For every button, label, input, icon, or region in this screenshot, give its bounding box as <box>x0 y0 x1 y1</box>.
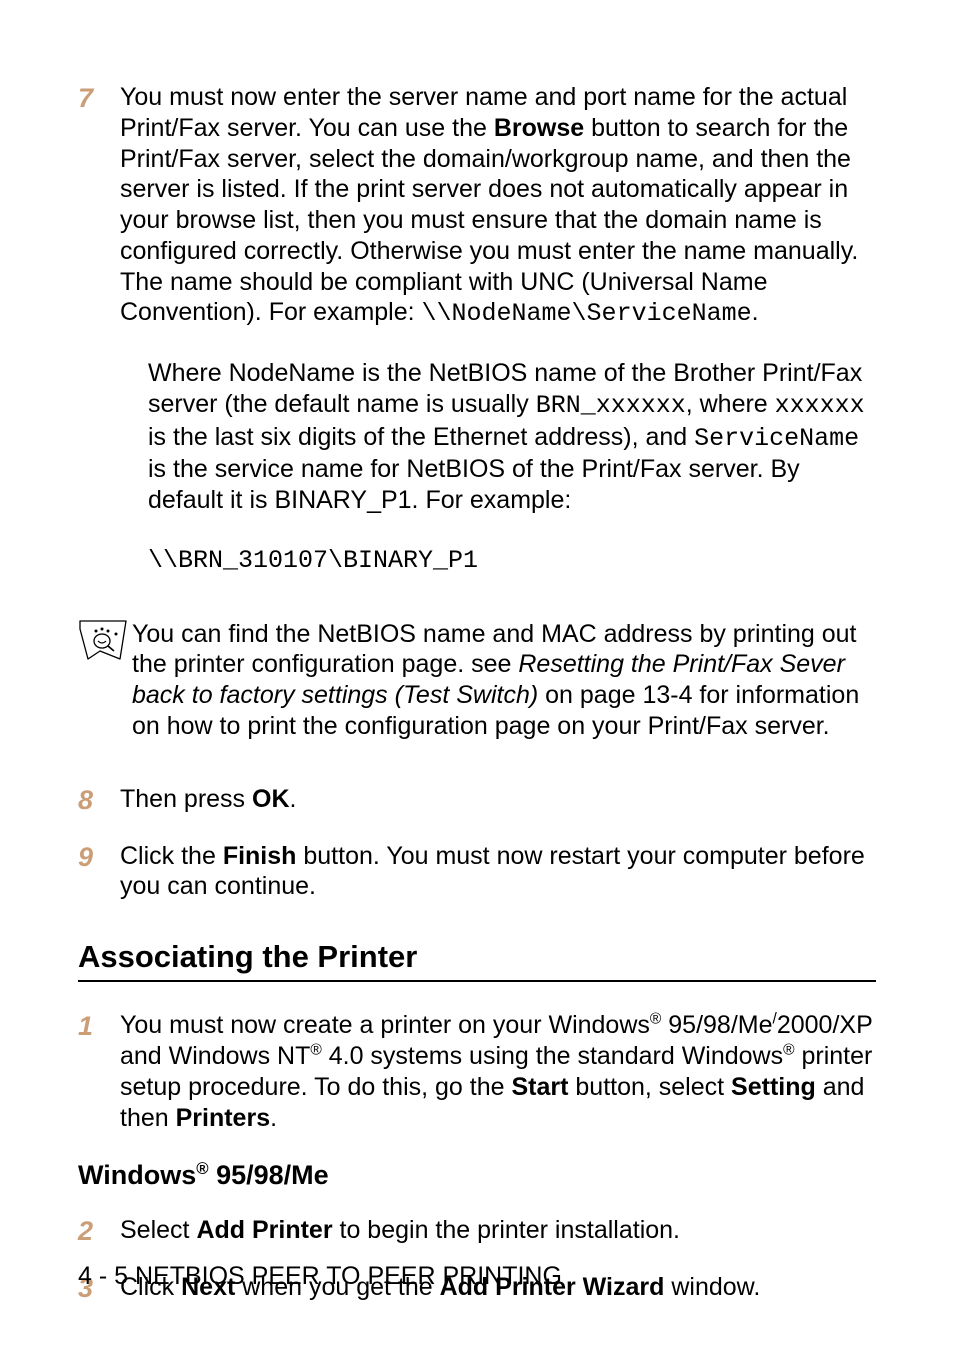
subheading-reg: ® <box>196 1159 208 1178</box>
step-9-a: Click the <box>120 842 223 870</box>
page-footer: 4 - 5 NETBIOS PEER TO PEER PRINTING <box>78 1261 562 1292</box>
step-2-body: Select Add Printer to begin the printer … <box>120 1215 876 1248</box>
step-1-h: . <box>270 1104 277 1132</box>
step-7-p2-code3: ServiceName <box>694 424 859 453</box>
step-8-ok: OK <box>252 785 290 813</box>
step-9-body: Click the Finish button. You must now re… <box>120 841 876 903</box>
step-8-a: Then press <box>120 785 252 813</box>
step-1-printers: Printers <box>176 1104 270 1132</box>
step-2-number: 2 <box>78 1215 120 1248</box>
step-1-b: 95/98/Me <box>661 1011 772 1039</box>
step-7: 7 You must now enter the server name and… <box>78 82 876 330</box>
step-2-a: Select <box>120 1216 196 1244</box>
step-8: 8 Then press OK. <box>78 784 876 817</box>
subheading-b: 95/98/Me <box>209 1160 329 1190</box>
note-block: You can find the NetBIOS name and MAC ad… <box>78 619 876 742</box>
step-1-d: 4.0 systems using the standard Windows <box>322 1042 783 1070</box>
step-8-number: 8 <box>78 784 120 817</box>
step-7-number: 7 <box>78 82 120 330</box>
step-2-b: to begin the printer installation. <box>333 1216 680 1244</box>
step-9-number: 9 <box>78 841 120 903</box>
subheading-a: Windows <box>78 1160 196 1190</box>
step-3-c: window. <box>664 1273 760 1301</box>
step-8-b: . <box>290 785 297 813</box>
step-7-p2-code2: xxxxxx <box>775 391 865 420</box>
step-7-p1-b: button to search for the Print/Fax serve… <box>120 114 858 327</box>
step-1-setting: Setting <box>731 1073 816 1101</box>
step-1-a: You must now create a printer on your Wi… <box>120 1011 650 1039</box>
step-9: 9 Click the Finish button. You must now … <box>78 841 876 903</box>
step-2: 2 Select Add Printer to begin the printe… <box>78 1215 876 1248</box>
step-7-body: You must now enter the server name and p… <box>120 82 876 330</box>
step-7-p2-code1: BRN_xxxxxx <box>536 391 686 420</box>
step-2-add: Add Printer <box>196 1216 332 1244</box>
step-1-reg1: ® <box>650 1011 661 1028</box>
step-1: 1 You must now create a printer on your … <box>78 1010 876 1133</box>
note-icon <box>78 619 132 669</box>
subheading-win95: Windows® 95/98/Me <box>78 1159 876 1192</box>
step-1-reg3: ® <box>783 1042 794 1059</box>
step-7-p1-code: \\NodeName\ServiceName <box>422 299 752 328</box>
step-1-start: Start <box>511 1073 568 1101</box>
step-7-p2-c: is the last six digits of the Ethernet a… <box>148 423 694 451</box>
step-7-p2-b: , where <box>686 390 775 418</box>
section-rule <box>78 980 876 982</box>
step-1-number: 1 <box>78 1010 120 1133</box>
step-8-body: Then press OK. <box>120 784 876 817</box>
step-7-para2: Where NodeName is the NetBIOS name of th… <box>148 358 876 516</box>
step-1-reg2: ® <box>310 1042 321 1059</box>
step-7-browse: Browse <box>494 114 584 142</box>
step-7-p2-d: is the service name for NetBIOS of the P… <box>148 455 800 514</box>
note-body: You can find the NetBIOS name and MAC ad… <box>132 619 876 742</box>
step-7-example-code: \\BRN_310107\BINARY_P1 <box>148 546 876 577</box>
section-heading: Associating the Printer <box>78 938 876 976</box>
step-7-p1-c: . <box>752 298 759 326</box>
step-9-finish: Finish <box>223 842 297 870</box>
step-1-f: button, select <box>568 1073 731 1101</box>
step-1-body: You must now create a printer on your Wi… <box>120 1010 876 1133</box>
